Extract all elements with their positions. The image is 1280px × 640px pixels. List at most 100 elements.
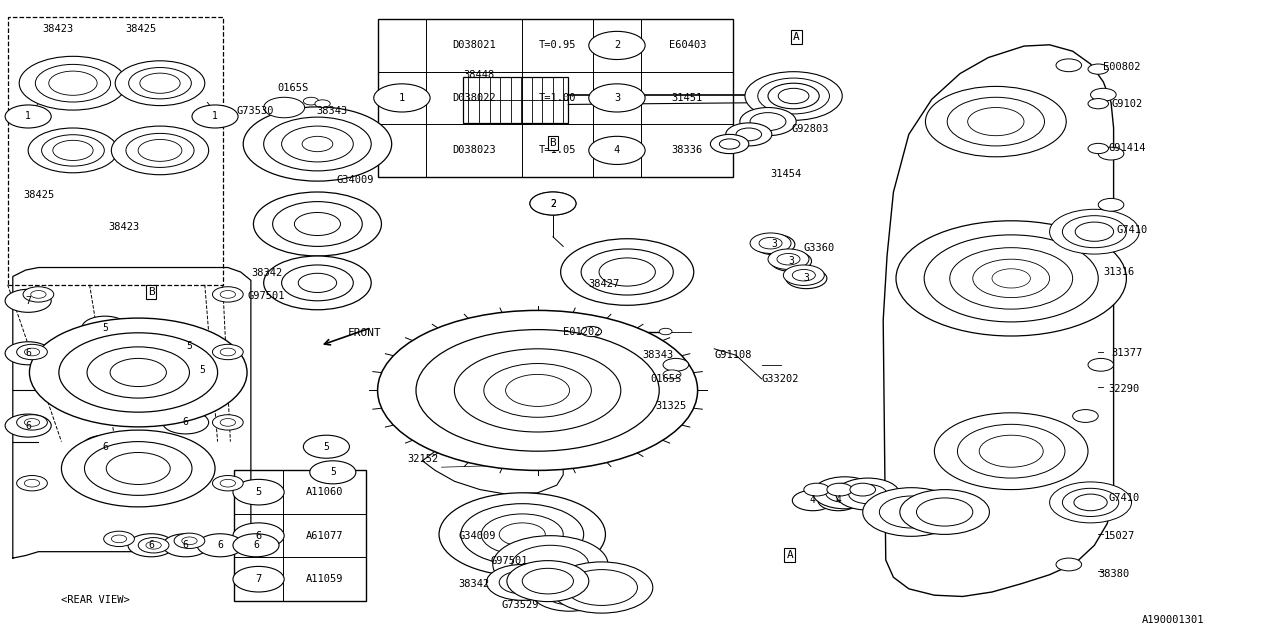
Circle shape [979,435,1043,467]
Text: 6: 6 [256,531,261,541]
Text: 3: 3 [804,273,809,284]
Circle shape [146,541,161,549]
Circle shape [777,253,800,265]
Text: G73529: G73529 [502,600,539,610]
Text: 3: 3 [788,256,794,266]
Circle shape [759,237,782,249]
Circle shape [24,348,40,356]
Text: <REAR VIEW>: <REAR VIEW> [61,595,131,605]
Text: A11060: A11060 [306,487,343,497]
Circle shape [849,484,887,504]
Circle shape [5,414,51,437]
Circle shape [233,566,284,592]
Circle shape [24,419,40,426]
Circle shape [82,316,128,339]
Circle shape [192,105,238,128]
Text: 7: 7 [256,574,261,584]
Text: 1: 1 [399,93,404,103]
Circle shape [947,97,1044,146]
Text: FRONT: FRONT [348,328,381,338]
Circle shape [212,415,243,430]
Text: 38343: 38343 [643,350,673,360]
Circle shape [589,136,645,164]
Circle shape [589,84,645,112]
Circle shape [197,534,243,557]
Text: 3: 3 [614,93,620,103]
Circle shape [264,256,371,310]
Circle shape [804,483,829,496]
Circle shape [1074,494,1107,511]
Circle shape [1062,216,1126,248]
Circle shape [212,287,243,302]
Text: E00802: E00802 [1103,62,1140,72]
Circle shape [659,328,672,335]
Circle shape [581,326,602,337]
Circle shape [836,478,900,510]
Text: B: B [147,287,155,298]
Circle shape [1088,143,1108,154]
Circle shape [778,88,809,104]
Circle shape [59,333,218,412]
Circle shape [128,68,192,99]
Circle shape [87,347,189,398]
Circle shape [253,192,381,256]
Circle shape [5,105,51,128]
Text: G34009: G34009 [337,175,374,186]
Circle shape [166,334,212,357]
Text: 6: 6 [183,417,188,428]
Circle shape [486,564,558,600]
Text: 1: 1 [212,111,218,122]
Circle shape [561,239,694,305]
Circle shape [439,493,605,576]
Text: 38448: 38448 [463,70,494,80]
Text: 38342: 38342 [458,579,489,589]
Circle shape [879,496,943,528]
Circle shape [957,424,1065,478]
Circle shape [220,419,236,426]
Text: 38423: 38423 [42,24,73,34]
Text: 6: 6 [148,540,154,550]
Circle shape [710,134,749,154]
Circle shape [950,248,1073,309]
Text: 6: 6 [26,348,31,358]
Text: 7: 7 [26,296,31,306]
Bar [8,17,223,285]
Text: 38380: 38380 [1098,569,1129,579]
Circle shape [792,490,833,511]
Circle shape [750,113,786,131]
Text: 6: 6 [218,540,223,550]
Circle shape [522,568,573,594]
Text: 5: 5 [187,340,192,351]
Text: G97501: G97501 [247,291,284,301]
Circle shape [212,476,243,491]
Text: G7410: G7410 [1108,493,1139,503]
Text: 6: 6 [253,540,259,550]
Circle shape [768,249,809,269]
Circle shape [303,435,349,458]
Text: 4: 4 [614,145,620,156]
Circle shape [1088,358,1114,371]
Circle shape [282,265,353,301]
Circle shape [484,364,591,417]
Circle shape [934,413,1088,490]
Circle shape [719,139,740,149]
Circle shape [550,562,653,613]
Text: 5: 5 [200,365,205,375]
Text: A: A [792,32,800,42]
Text: G92803: G92803 [791,124,828,134]
Circle shape [1050,482,1132,523]
Text: 2: 2 [550,198,556,209]
Text: D038023: D038023 [452,145,497,156]
Circle shape [31,291,46,298]
Circle shape [454,349,621,432]
Circle shape [726,123,772,146]
Text: 2: 2 [614,40,620,51]
Text: G91414: G91414 [1108,143,1146,154]
Circle shape [220,479,236,487]
Circle shape [531,573,608,611]
Text: 38425: 38425 [125,24,156,34]
Circle shape [416,330,659,451]
Circle shape [850,483,876,496]
Circle shape [754,234,795,255]
Text: 5: 5 [330,467,335,477]
